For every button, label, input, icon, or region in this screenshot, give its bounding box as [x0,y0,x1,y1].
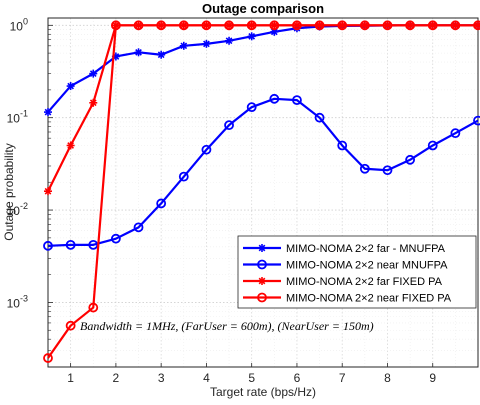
data-point [201,144,212,155]
legend: MIMO-NOMA 2×2 far - MNUFPA MIMO-NOMA 2×2 … [237,235,477,309]
y-tick-exponent: -3 [20,293,28,303]
data-point [201,20,212,31]
data-point [382,165,393,176]
data-point [65,239,76,250]
x-tick-label: 6 [294,371,301,385]
data-point [157,50,166,59]
data-point [110,233,121,244]
data-point [405,20,416,31]
x-tick-label: 8 [384,371,391,385]
legend-marker [257,292,267,303]
series-4 [43,20,480,363]
data-point [337,20,348,31]
y-tick-label: 10-3 [7,293,28,310]
data-point [89,98,98,107]
legend-entries: MIMO-NOMA 2×2 far - MNUFPA MIMO-NOMA 2×2 … [243,243,452,305]
data-point [133,20,144,31]
x-tick-label: 3 [158,371,165,385]
data-point [269,93,280,104]
data-point [65,320,76,331]
data-point [202,39,211,48]
x-tick-label: 5 [248,371,255,385]
data-point [359,163,370,174]
y-tick-base: 10 [7,112,21,126]
data-point [224,20,234,31]
data-point [43,353,53,363]
data-point [43,240,53,251]
data-point [178,20,189,31]
y-tick-exponent: -1 [20,109,28,119]
data-point [427,20,438,31]
data-point [450,128,461,139]
data-point [225,36,234,45]
legend-entry: MIMO-NOMA 2×2 near MNUFPA [243,260,448,272]
y-tick-exponent: 0 [23,16,28,26]
data-point [427,140,438,151]
y-tick-label: 10-1 [7,109,28,126]
data-point [156,20,167,31]
legend-entry: MIMO-NOMA 2×2 far FIXED PA [243,276,443,288]
data-point [156,198,167,209]
series-layer [43,20,480,363]
data-point [134,48,143,57]
x-axis-label: Target rate (bps/Hz) [210,385,316,399]
data-point [473,115,480,126]
x-tick-label: 2 [113,371,120,385]
y-tick-base: 10 [10,19,24,33]
data-point [337,140,348,151]
data-point [66,141,75,150]
data-point [89,69,98,78]
data-point [133,222,144,233]
data-point [359,20,370,31]
legend-label: MIMO-NOMA 2×2 far FIXED PA [286,276,443,288]
legend-label: MIMO-NOMA 2×2 far - MNUFPA [286,243,446,255]
data-point [314,112,325,123]
data-point [110,20,121,31]
series-2 [43,93,480,251]
data-point [246,20,257,31]
legend-marker [257,259,267,270]
data-point [405,154,416,165]
data-point [473,20,480,31]
data-point [224,120,234,131]
legend-marker [258,277,266,285]
legend-marker [258,244,266,252]
data-point [292,95,302,106]
data-point [44,187,52,196]
data-point [44,108,52,117]
y-tick-label: 100 [10,16,28,33]
data-point [450,20,461,31]
legend-entry: MIMO-NOMA 2×2 near FIXED PA [243,293,452,305]
data-point [292,20,302,31]
data-point [269,20,280,31]
data-point [178,171,189,182]
y-tick-base: 10 [7,296,21,310]
annotation-text: Bandwidth = 1MHz, (FarUser = 600m), (Nea… [80,319,374,333]
x-tick-label: 4 [203,371,210,385]
x-tick-label: 9 [429,371,436,385]
x-tick-label: 1 [67,371,74,385]
legend-label: MIMO-NOMA 2×2 near MNUFPA [286,260,448,272]
data-point [247,32,256,41]
x-tick-label: 7 [339,371,346,385]
data-point [88,302,99,313]
y-tick-label: 10-2 [7,201,28,218]
legend-label: MIMO-NOMA 2×2 near FIXED PA [286,293,452,305]
data-point [314,20,325,31]
y-tick-base: 10 [7,204,21,218]
legend-entry: MIMO-NOMA 2×2 far - MNUFPA [243,243,446,255]
data-point [66,82,75,91]
data-point [179,41,188,50]
chart-title: Outage comparison [202,1,324,16]
y-tick-exponent: -2 [20,201,28,211]
data-point [382,20,393,31]
data-point [246,102,257,113]
y-axis-label: Outage probability [2,143,16,240]
